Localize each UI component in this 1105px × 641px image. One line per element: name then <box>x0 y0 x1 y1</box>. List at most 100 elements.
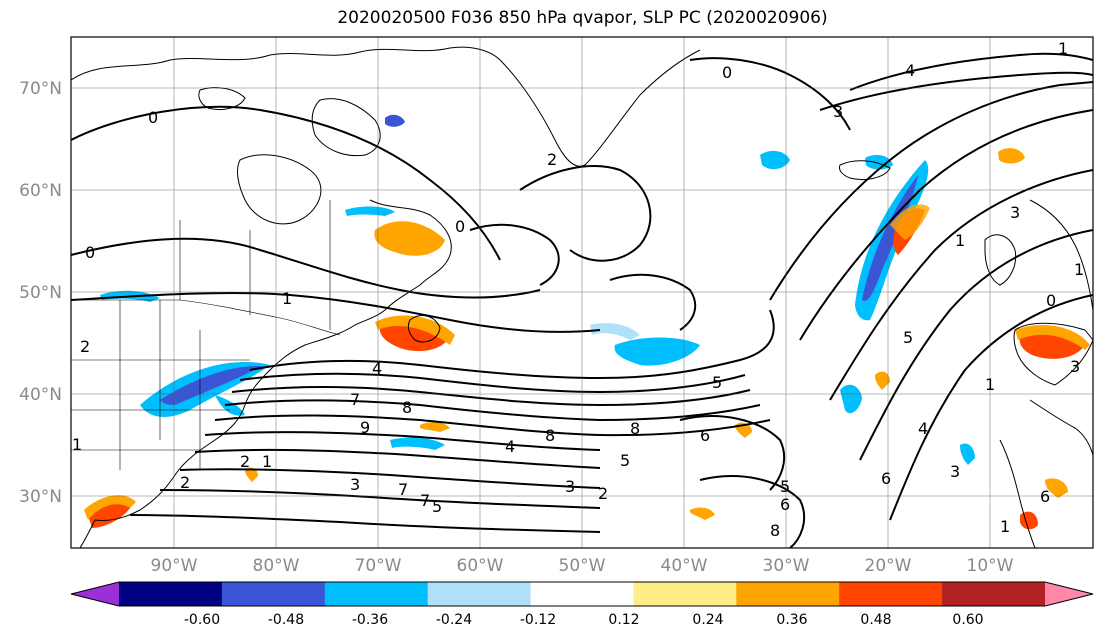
slp-contours <box>71 52 1093 548</box>
contour-label: 5 <box>712 373 722 392</box>
contour-label: 4 <box>505 437 515 456</box>
contour-label: 1 <box>1058 39 1068 58</box>
contour-label: 6 <box>1040 487 1050 506</box>
contour-7 <box>224 399 761 422</box>
contour-label: 6 <box>881 469 891 488</box>
contour-21 <box>859 229 1093 461</box>
contour-23 <box>699 475 806 548</box>
contour-25 <box>469 223 560 286</box>
shade-negative-subtropics <box>960 443 975 465</box>
map-title: 2020020500 F036 850 hPa qvapor, SLP PC (… <box>337 8 828 28</box>
contour-22 <box>889 294 1093 521</box>
coast-east-us <box>94 324 356 521</box>
lon-label-10w: 10°W <box>967 556 1014 576</box>
contour-label: 1 <box>262 452 272 471</box>
colorbar-tick-label: 0.12 <box>608 612 639 628</box>
colorbar-segment <box>119 582 223 606</box>
shade-positive-midatlantic-edge <box>890 204 930 240</box>
contour-label: 0 <box>1046 291 1056 310</box>
shade-negative-north <box>385 114 405 127</box>
contour-label: 1 <box>1000 517 1010 536</box>
colorbar-tick-label: 0.60 <box>952 612 983 628</box>
coast-iberia <box>1013 322 1093 386</box>
contour-label: 2 <box>240 452 250 471</box>
lat-label-40n: 40°N <box>19 385 62 405</box>
map-frame <box>70 36 1094 549</box>
coast-gulf-mexico <box>79 519 96 548</box>
lon-label-90w: 90°W <box>151 556 198 576</box>
qvapor-shading <box>84 114 1090 530</box>
contour-label: 4 <box>918 419 928 438</box>
contour-10 <box>194 448 601 469</box>
lon-label-40w: 40°W <box>661 556 708 576</box>
contour-4 <box>249 309 775 380</box>
colorbar-segment <box>942 582 1046 606</box>
colorbar-labels: -0.60 -0.48 -0.36 -0.24 -0.12 0.12 0.24 … <box>184 612 984 628</box>
shade-light-central <box>590 323 640 340</box>
lon-label-30w: 30°W <box>763 556 810 576</box>
contour-label: 7 <box>398 480 408 499</box>
colorbar-segment <box>71 582 119 606</box>
colorbar-segment <box>1045 582 1093 606</box>
contour-18 <box>769 81 1093 301</box>
shade-negative-greenland <box>760 150 790 170</box>
colorbar-outline <box>70 581 1094 607</box>
contour-label: 7 <box>420 491 430 510</box>
contour-13 <box>129 514 601 533</box>
lon-label-80w: 80°W <box>253 556 300 576</box>
contour-2 <box>71 237 541 299</box>
contour-label: 2 <box>547 150 557 169</box>
contour-12 <box>159 489 601 509</box>
lat-label-30n: 30°N <box>19 487 62 507</box>
colorbar-tick-label: 0.36 <box>776 612 807 628</box>
border-canada-provinces <box>179 200 331 330</box>
contour-label: 3 <box>1010 203 1020 222</box>
shade-positive-bermuda <box>420 422 450 432</box>
contour-label: 1 <box>1074 260 1084 279</box>
lon-label-60w: 60°W <box>457 556 504 576</box>
coast-baffin <box>311 98 381 157</box>
contour-label: 0 <box>722 63 732 82</box>
contour-label: 3 <box>833 102 843 121</box>
lat-label-60n: 60°N <box>19 181 62 201</box>
contour-label: 1 <box>72 435 82 454</box>
contour-label: 6 <box>780 495 790 514</box>
lon-label-20w: 20°W <box>865 556 912 576</box>
colorbar-tick-label: 0.24 <box>692 612 723 628</box>
contour-26 <box>609 273 697 331</box>
shade-negative-gulfstream-core <box>160 365 262 405</box>
contour-label: 6 <box>700 426 710 445</box>
contour-label: 4 <box>905 61 915 80</box>
lat-label-50n: 50°N <box>19 283 62 303</box>
colorbar-tick-label: -0.12 <box>520 612 556 628</box>
colorbar-segment <box>530 582 634 606</box>
contour-label: 3 <box>565 477 575 496</box>
contour-label: 1 <box>955 231 965 250</box>
contour-9 <box>204 431 601 451</box>
shade-positive-tropics <box>690 507 715 520</box>
colorbar-segment <box>633 582 737 606</box>
lon-label-50w: 50°W <box>559 556 606 576</box>
lon-label-70w: 70°W <box>355 556 402 576</box>
contour-24 <box>679 415 786 491</box>
shade-positive-quebec <box>374 221 445 256</box>
contour-label: 7 <box>350 390 360 409</box>
colorbar-segment <box>324 582 429 606</box>
lat-label-70n: 70°N <box>19 79 62 99</box>
coast-uk <box>984 234 1017 286</box>
colorbar-tick-label: -0.36 <box>352 612 388 628</box>
contour-11 <box>179 468 601 489</box>
shade-positive-mexico <box>245 467 258 482</box>
shade-negative-bermuda <box>390 437 445 450</box>
shade-negative-central <box>614 337 700 366</box>
gridlines <box>71 37 1093 548</box>
colorbar-segment <box>736 582 840 606</box>
contour-1 <box>71 105 501 261</box>
longitude-labels: 90°W 80°W 70°W 60°W 50°W 40°W 30°W 20°W … <box>151 556 1014 576</box>
shade-negative-hudson <box>345 206 395 216</box>
border-us-canada <box>71 299 341 336</box>
shade-positive-newfoundland-edge <box>375 315 455 345</box>
contour-label: 3 <box>1070 357 1080 376</box>
contour-label: 8 <box>630 419 640 438</box>
